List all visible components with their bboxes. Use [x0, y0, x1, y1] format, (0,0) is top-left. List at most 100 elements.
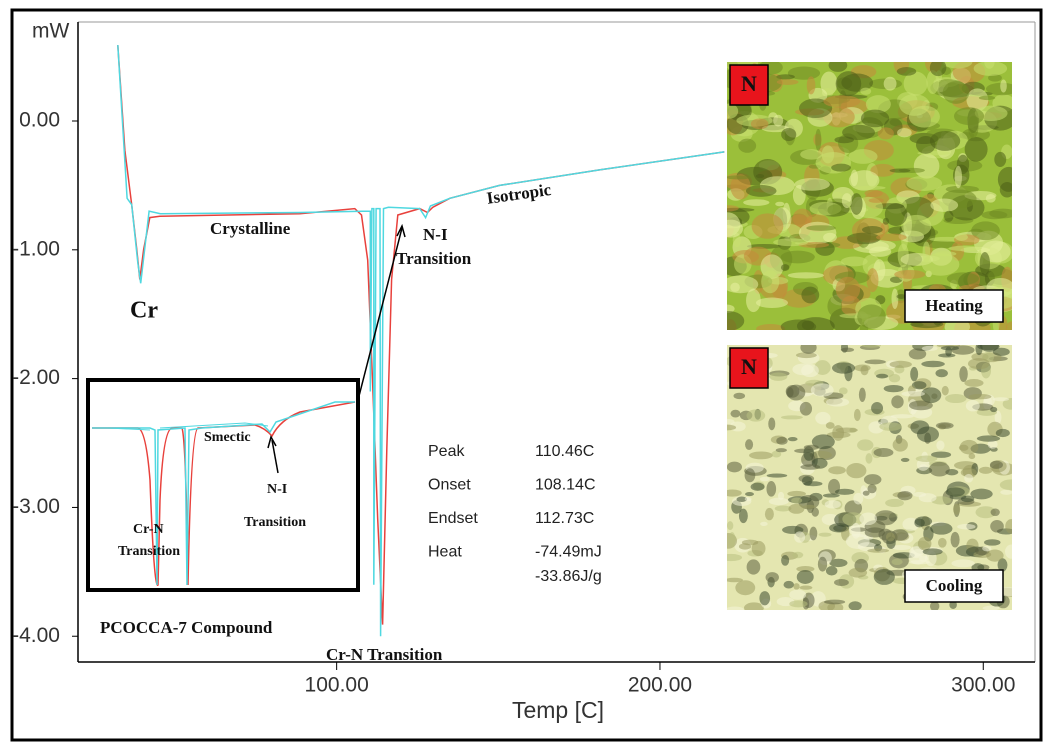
stat-value: -33.86J/g	[535, 568, 602, 585]
annotation: Crystalline	[210, 219, 291, 238]
texture	[718, 220, 743, 238]
texture	[879, 422, 902, 431]
texture	[727, 521, 733, 530]
texture	[720, 104, 738, 119]
texture	[922, 253, 960, 276]
y-tick-label: -2.00	[12, 366, 60, 389]
image-label: Cooling	[926, 576, 983, 595]
texture	[791, 497, 802, 503]
y-tick-label: -4.00	[12, 624, 60, 647]
texture	[935, 369, 947, 377]
texture	[993, 348, 1010, 356]
texture	[827, 296, 842, 316]
texture	[806, 225, 836, 231]
texture	[901, 458, 910, 462]
texture	[777, 79, 799, 85]
texture	[781, 415, 803, 419]
texture	[738, 139, 756, 153]
texture	[761, 270, 779, 293]
texture	[919, 493, 937, 502]
stat-value: 108.14C	[535, 477, 596, 494]
texture	[800, 464, 820, 469]
texture	[773, 238, 808, 246]
texture	[746, 185, 777, 197]
texture	[719, 425, 736, 431]
stat-label: Heat	[428, 544, 462, 561]
texture	[789, 600, 807, 607]
texture	[747, 559, 761, 574]
texture	[752, 213, 784, 238]
texture	[941, 346, 959, 351]
texture	[943, 56, 972, 69]
texture	[890, 361, 912, 368]
inset-annotation: N-I	[267, 482, 287, 497]
phase-label: N	[741, 354, 757, 379]
texture	[990, 520, 1004, 533]
texture	[955, 166, 962, 188]
texture	[947, 272, 979, 284]
texture	[930, 601, 939, 611]
texture	[886, 532, 895, 541]
texture	[735, 580, 755, 595]
texture	[945, 394, 967, 403]
texture	[846, 463, 866, 478]
annotation: Transition	[396, 249, 472, 268]
stat-label: Peak	[428, 443, 465, 460]
x-tick-label: 100.00	[305, 674, 369, 697]
texture	[836, 427, 858, 432]
texture	[847, 233, 881, 245]
texture	[923, 548, 943, 555]
texture	[969, 394, 992, 399]
texture	[766, 481, 776, 497]
texture	[828, 466, 846, 474]
texture	[965, 137, 988, 162]
texture	[964, 379, 983, 387]
texture	[773, 115, 783, 127]
inset-annotation: Transition	[244, 515, 306, 530]
texture	[951, 559, 974, 567]
texture	[876, 234, 907, 242]
texture	[717, 205, 739, 211]
texture	[982, 546, 991, 552]
texture	[860, 365, 868, 375]
texture	[876, 374, 888, 379]
image-label: Heating	[925, 296, 983, 315]
texture	[787, 385, 805, 401]
texture	[996, 429, 1010, 437]
texture	[835, 489, 854, 495]
texture	[916, 456, 938, 462]
texture	[756, 324, 785, 334]
texture	[726, 607, 744, 613]
texture	[745, 468, 756, 482]
texture	[1000, 182, 1015, 198]
texture	[836, 71, 862, 96]
texture	[824, 600, 845, 605]
texture	[788, 504, 804, 514]
texture	[869, 246, 891, 256]
texture	[834, 579, 849, 586]
texture	[804, 445, 819, 450]
texture	[910, 420, 929, 434]
texture	[833, 525, 846, 532]
texture	[792, 552, 803, 558]
texture	[781, 128, 796, 141]
texture	[914, 153, 940, 178]
texture	[756, 298, 788, 308]
texture	[869, 198, 884, 203]
inset-annotation: Transition	[118, 544, 180, 559]
texture	[804, 481, 823, 486]
stat-value: -74.49mJ	[535, 544, 602, 561]
texture	[974, 61, 1008, 76]
texture	[788, 272, 824, 278]
texture	[769, 498, 789, 506]
texture	[897, 128, 912, 137]
texture	[951, 532, 960, 548]
texture	[864, 474, 882, 485]
texture	[946, 487, 965, 496]
texture	[745, 439, 753, 450]
texture	[829, 59, 848, 72]
texture	[720, 554, 742, 561]
texture	[819, 533, 832, 537]
texture	[794, 531, 805, 542]
texture	[841, 348, 854, 352]
